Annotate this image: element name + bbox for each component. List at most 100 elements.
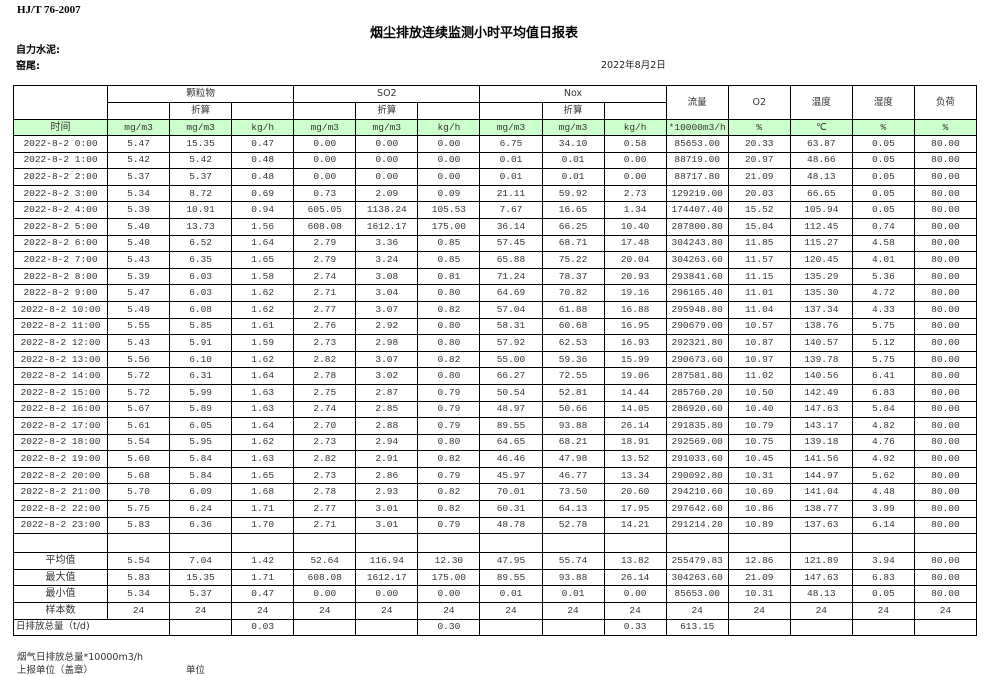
- value-cell: 142.49: [789, 383, 853, 402]
- value-cell: 1.59: [231, 334, 295, 352]
- value-cell: 15.04: [727, 217, 791, 236]
- table-row: 2022-8-2 2:00 5.37 5.37 0.48 0.00 0.00 0.00 0.0…: [13, 168, 977, 186]
- value-cell: 3.07: [355, 350, 419, 369]
- value-cell: 291214.20: [665, 516, 729, 535]
- value-cell: 6.35: [169, 251, 233, 269]
- time-cell: 2022-8-2 14:00: [13, 367, 108, 385]
- value-cell: 45.97: [479, 466, 543, 485]
- value-cell: 80.00: [913, 251, 977, 269]
- header-so2: SO2: [293, 85, 481, 103]
- value-cell: 1.63: [231, 400, 295, 419]
- time-cell: 2022-8-2 9:00: [13, 284, 108, 302]
- value-cell: 58.31: [479, 317, 543, 336]
- daily-total-row: 日排放总量（t/d) 0.03 0.30 0.33 613.15: [12, 618, 977, 637]
- value-cell: 0.00: [355, 151, 419, 170]
- value-cell: 137.34: [789, 300, 853, 319]
- value-cell: 5.56: [106, 350, 171, 369]
- value-cell: 0.82: [417, 500, 481, 518]
- value-cell: 80.00: [913, 350, 977, 369]
- value-cell: 78.37: [541, 267, 605, 286]
- value-cell: 48.66: [789, 151, 853, 170]
- value-cell: 6.14: [851, 516, 915, 535]
- value-cell: 2.77: [293, 300, 357, 319]
- value-cell: 93.88: [541, 417, 605, 435]
- table-row: 2022-8-2 0:00 5.47 15.35 0.47 0.00 0.00 0.00 6.…: [13, 135, 977, 153]
- value-cell: 105.94: [789, 201, 853, 219]
- daily-total-label: 日排放总量（t/d): [12, 618, 171, 637]
- time-cell: 2022-8-2 3:00: [13, 184, 108, 203]
- value-cell: 20.04: [603, 251, 667, 269]
- value-cell: 292321.80: [665, 334, 729, 352]
- stat-value: 89.55: [479, 568, 543, 587]
- value-cell: 52.81: [541, 383, 605, 402]
- stat-value: 5.34: [106, 585, 171, 604]
- value-cell: 15.99: [603, 350, 667, 369]
- header-blank: [13, 85, 108, 120]
- unit-cell: mg/m3: [169, 119, 233, 136]
- table-row: 2022-8-2 9:00 5.47 6.03 1.62 2.71 3.04 0.80 64.…: [13, 284, 977, 302]
- empty-cell: [851, 533, 915, 554]
- value-cell: 290092.80: [665, 466, 729, 485]
- stat-value: 12.86: [727, 552, 791, 570]
- value-cell: 608.08: [293, 217, 357, 236]
- time-cell: 2022-8-2 15:00: [13, 383, 108, 402]
- value-cell: 2.79: [293, 234, 357, 253]
- value-cell: 80.00: [913, 367, 977, 385]
- stat-value: 85653.00: [665, 585, 729, 604]
- value-cell: 34.10: [541, 135, 605, 153]
- header-row-groups: 颗粒物 SO2 Nox 流量 O2 温度 湿度 负荷: [13, 85, 977, 120]
- value-cell: 80.00: [913, 400, 977, 419]
- value-cell: 17.48: [603, 234, 667, 253]
- stat-value: 121.89: [789, 552, 853, 570]
- value-cell: 5.47: [106, 135, 171, 153]
- empty-cell: [789, 533, 853, 554]
- stat-value: 116.94: [355, 552, 419, 570]
- time-cell: 2022-8-2 22:00: [13, 500, 108, 518]
- value-cell: 144.97: [789, 466, 853, 485]
- value-cell: 0.05: [851, 151, 915, 170]
- value-cell: 0.82: [417, 350, 481, 369]
- header-load: 负荷: [913, 85, 977, 120]
- value-cell: 296165.40: [665, 284, 729, 302]
- value-cell: 70.01: [479, 483, 543, 502]
- value-cell: 66.65: [789, 184, 853, 203]
- time-cell: 2022-8-2 13:00: [13, 350, 108, 369]
- value-cell: 66.27: [479, 367, 543, 385]
- value-cell: 0.80: [417, 433, 481, 452]
- unit-cell: kg/h: [231, 119, 295, 136]
- company-label: 自力水泥:: [16, 45, 60, 56]
- value-cell: 292569.00: [665, 433, 729, 452]
- unit-cell: %: [727, 119, 791, 136]
- stat-value: 47.95: [479, 552, 543, 570]
- table-row: 2022-8-2 7:00 5.43 6.35 1.65 2.79 3.24 0.85 65.…: [13, 251, 977, 269]
- time-cell: 2022-8-2 8:00: [13, 267, 108, 286]
- value-cell: 0.05: [851, 201, 915, 219]
- value-cell: 1.62: [231, 284, 295, 302]
- stat-value: 304263.60: [665, 568, 729, 587]
- value-cell: 0.79: [417, 383, 481, 402]
- value-cell: 0.01: [479, 151, 543, 170]
- unit-cell: %: [913, 119, 977, 136]
- stat-value: 48.13: [789, 585, 853, 604]
- value-cell: 80.00: [913, 433, 977, 452]
- value-cell: 10.40: [727, 400, 791, 419]
- stat-row: 样本数 24 24 24 24 24 24 24 24 24 24 24 24 24 24: [13, 602, 977, 620]
- standard-code: HJ/T 76-2007: [17, 4, 81, 16]
- time-cell: 2022-8-2 4:00: [13, 201, 108, 219]
- value-cell: 80.00: [913, 417, 977, 435]
- stat-value: 5.37: [169, 585, 233, 604]
- stat-value: 10.31: [727, 585, 791, 604]
- stat-value: 80.00: [913, 568, 977, 587]
- value-cell: 0.00: [417, 151, 481, 170]
- value-cell: 0.94: [231, 201, 295, 219]
- unit-cell: mg/m3: [293, 119, 357, 136]
- value-cell: 294210.60: [665, 483, 729, 502]
- value-cell: 1612.17: [355, 217, 419, 236]
- value-cell: 0.69: [231, 184, 295, 203]
- value-cell: 1138.24: [355, 201, 419, 219]
- value-cell: 10.57: [727, 317, 791, 336]
- value-cell: 14.44: [603, 383, 667, 402]
- value-cell: 120.45: [789, 251, 853, 269]
- value-cell: 80.00: [913, 284, 977, 302]
- value-cell: 1.64: [231, 367, 295, 385]
